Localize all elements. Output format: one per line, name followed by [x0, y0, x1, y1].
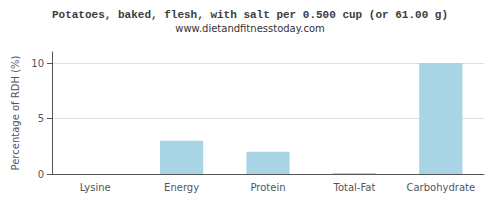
- svg-text:Energy: Energy: [164, 182, 199, 193]
- svg-text:5: 5: [38, 113, 44, 124]
- svg-text:0: 0: [38, 169, 44, 180]
- svg-text:Carbohydrate: Carbohydrate: [406, 182, 475, 193]
- svg-text:Total-Fat: Total-Fat: [332, 182, 375, 193]
- svg-text:Percentage of RDH (%): Percentage of RDH (%): [10, 55, 21, 170]
- svg-text:Potatoes, baked, flesh, with s: Potatoes, baked, flesh, with salt per 0.…: [52, 9, 448, 21]
- svg-text:Lysine: Lysine: [80, 182, 111, 193]
- svg-text:10: 10: [31, 58, 44, 69]
- svg-text:www.dietandfitnesstoday.com: www.dietandfitnesstoday.com: [175, 23, 324, 34]
- svg-text:Protein: Protein: [250, 182, 285, 193]
